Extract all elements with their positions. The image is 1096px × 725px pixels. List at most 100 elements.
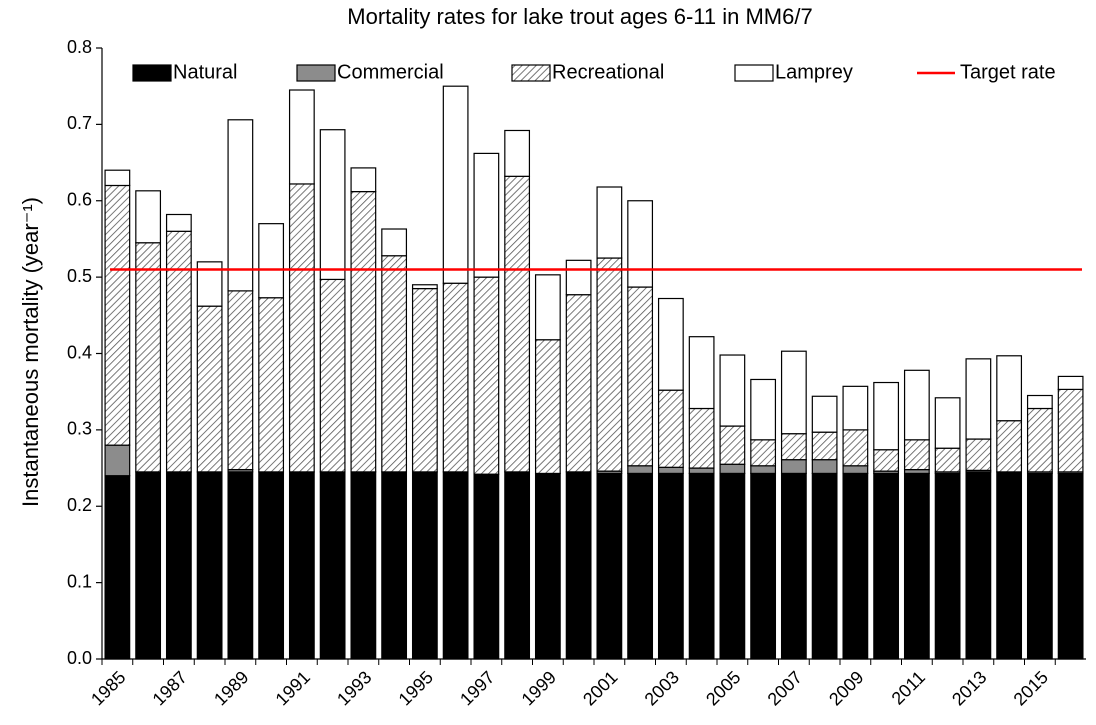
x-tick-label: 1987 <box>149 667 191 709</box>
bar-segment <box>165 213 192 232</box>
bar-segment <box>104 184 131 446</box>
bar-segment <box>1057 388 1084 473</box>
bar-segment <box>104 475 131 660</box>
bar-segment <box>627 465 654 475</box>
bar-segment <box>473 473 500 660</box>
bar-segment <box>504 471 531 660</box>
bar-segment <box>996 355 1023 422</box>
bar-segment <box>657 466 684 475</box>
bar-segment <box>565 294 592 473</box>
bar-segment <box>934 447 961 473</box>
bar-segment <box>996 471 1023 660</box>
y-tick-label: 0.8 <box>67 37 92 57</box>
chart-title: Mortality rates for lake trout ages 6-11… <box>347 4 812 29</box>
bar-segment <box>534 339 561 475</box>
bar-segment <box>350 190 377 473</box>
x-tick-label: 2005 <box>702 667 744 709</box>
bar-segment <box>1026 394 1053 410</box>
bar-segment <box>258 297 285 473</box>
x-tick-label: 2003 <box>641 667 683 709</box>
bar-segment <box>873 449 900 472</box>
bar-segment <box>473 152 500 278</box>
bar-segment <box>411 287 438 473</box>
bar-segment <box>903 472 930 660</box>
bar-segment <box>534 472 561 660</box>
bar-segment <box>596 257 623 472</box>
x-tick-label: 1991 <box>272 667 314 709</box>
x-tick-label: 1999 <box>518 667 560 709</box>
x-tick-label: 2013 <box>948 667 990 709</box>
bar-segment <box>811 472 838 660</box>
legend-label: Natural <box>173 61 237 83</box>
legend-label: Recreational <box>552 61 664 83</box>
bar-segment <box>996 420 1023 473</box>
bar-segment <box>135 190 162 244</box>
bar-segment <box>811 395 838 433</box>
bar-segment <box>934 472 961 660</box>
bar-segment <box>627 472 654 660</box>
bar-segment <box>657 472 684 660</box>
bar-segment <box>319 129 346 281</box>
x-tick-label: 2007 <box>764 667 806 709</box>
legend-label: Commercial <box>337 61 444 83</box>
bar-segment <box>719 354 746 427</box>
bar-segment <box>227 119 254 292</box>
bar-segment <box>565 259 592 296</box>
bar-segment <box>596 186 623 259</box>
bar-segment <box>1057 472 1084 660</box>
bar-segment <box>442 282 469 473</box>
x-tick-label: 2001 <box>579 667 621 709</box>
bar-segment <box>750 439 777 467</box>
bar-segment <box>473 276 500 475</box>
bar-segment <box>196 305 223 473</box>
bar-segment <box>381 255 408 473</box>
bar-segment <box>903 369 930 441</box>
bar-segment <box>688 336 715 410</box>
bar-segment <box>104 444 131 477</box>
bar-segment <box>934 397 961 449</box>
y-axis-label: Instantaneous mortality (year⁻¹) <box>18 197 43 507</box>
bar-segment <box>442 85 469 284</box>
bar-segment <box>842 465 869 475</box>
bar-segment <box>1057 375 1084 390</box>
bar-segment <box>903 439 930 471</box>
bar-segment <box>688 467 715 475</box>
bar-segment <box>350 167 377 193</box>
legend-swatch <box>132 64 172 82</box>
bar-segment <box>381 228 408 257</box>
bar-segment <box>873 472 900 660</box>
bar-segment <box>750 378 777 441</box>
bar-segment <box>227 290 254 471</box>
bar-segment <box>688 407 715 469</box>
y-tick-label: 0.2 <box>67 495 92 515</box>
x-tick-label: 2009 <box>825 667 867 709</box>
bar-segment <box>657 389 684 468</box>
y-tick-label: 0.0 <box>67 648 92 668</box>
bar-segment <box>750 472 777 660</box>
legend-swatch <box>734 64 774 82</box>
bar-segment <box>165 230 192 473</box>
bar-segment <box>780 472 807 660</box>
bar-segment <box>965 358 992 440</box>
bar-segment <box>965 471 992 660</box>
y-tick-label: 0.3 <box>67 419 92 439</box>
bar-segment <box>258 471 285 660</box>
y-tick-label: 0.7 <box>67 113 92 133</box>
x-tick-label: 2011 <box>888 667 930 709</box>
bar-segment <box>596 472 623 660</box>
bar-segment <box>196 471 223 660</box>
bar-segment <box>135 471 162 660</box>
bar-segment <box>165 471 192 660</box>
bar-segment <box>842 472 869 660</box>
bar-segment <box>319 278 346 473</box>
legend-swatch <box>296 64 336 82</box>
bar-segment <box>350 471 377 660</box>
bar-segment <box>719 425 746 465</box>
bar-segment <box>534 274 561 341</box>
bar-segment <box>719 472 746 660</box>
bar-segment <box>780 350 807 435</box>
bar-segment <box>750 465 777 475</box>
bar-segment <box>319 471 346 660</box>
bar-segment <box>1026 407 1053 473</box>
bar-segment <box>811 431 838 461</box>
